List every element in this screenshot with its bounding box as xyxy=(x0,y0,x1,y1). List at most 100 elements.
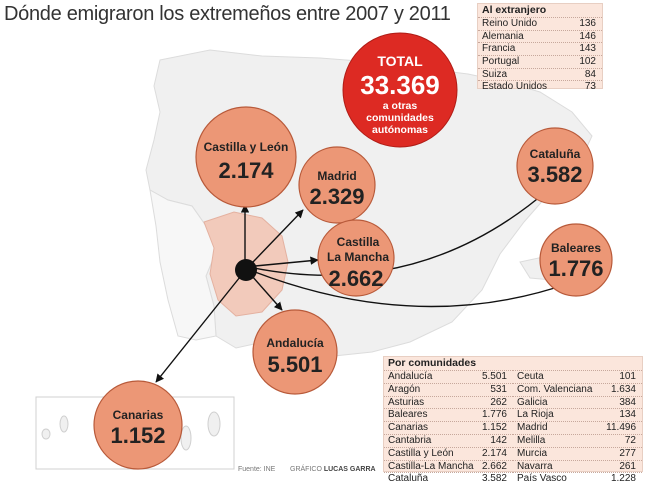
table-row: Castilla y León 2.174 xyxy=(384,446,513,460)
bubble-castilla-la-mancha: Castilla La Mancha 2.662 xyxy=(317,219,395,297)
row-name: Asturias xyxy=(388,396,425,408)
bubble-value: 1.152 xyxy=(110,423,165,448)
row-value: 134 xyxy=(619,409,636,421)
total-value: 33.369 xyxy=(360,70,440,100)
chart-title: Dónde emigraron los extremeños entre 200… xyxy=(4,3,451,25)
row-name: Galicia xyxy=(517,396,548,408)
table-row: Aragón 531 xyxy=(384,382,513,396)
table-row: Madrid 11.496 xyxy=(513,421,642,434)
row-value: 1.228 xyxy=(610,473,636,485)
total-bubble: TOTAL 33.369 a otras comunidades autónom… xyxy=(342,32,458,148)
bubble-baleares: Baleares 1.776 xyxy=(539,223,613,297)
extremadura-origin-dot xyxy=(235,259,257,281)
row-name: Reino Unido xyxy=(482,18,538,29)
bubble-label: Canarias xyxy=(113,408,164,422)
row-name: Portugal xyxy=(482,56,520,68)
total-note-line: comunidades xyxy=(366,112,434,124)
row-value: 1.634 xyxy=(610,383,636,395)
bubble-value: 3.582 xyxy=(527,162,582,187)
row-value: 2.174 xyxy=(481,447,507,459)
row-name: País Vasco xyxy=(517,473,567,485)
bubble-label: Castilla y León xyxy=(204,140,289,154)
bubble-value: 2.329 xyxy=(309,184,364,209)
row-value: 101 xyxy=(619,371,636,382)
table-row: Asturias 262 xyxy=(384,395,513,409)
row-value: 143 xyxy=(579,43,596,55)
row-value: 384 xyxy=(619,396,636,408)
table-row: Ceuta 101 xyxy=(513,370,642,383)
row-name: Cataluña xyxy=(388,473,429,485)
abroad-list: Reino Unido 136 Alemania 146 Francia 143 Portu… xyxy=(478,17,602,93)
total-note-line: a otras xyxy=(383,100,418,112)
row-name: Castilla y León xyxy=(388,447,454,459)
bubble-cataluna: Cataluña 3.582 xyxy=(516,127,594,205)
row-value: 72 xyxy=(624,434,636,446)
bubble-value: 1.776 xyxy=(548,256,603,281)
row-name: Francia xyxy=(482,43,516,55)
bubble-label: La Mancha xyxy=(327,250,389,264)
arrow-andalucia xyxy=(251,275,283,311)
abroad-panel: Al extranjero Reino Unido 136 Alemania 146 F… xyxy=(477,3,603,92)
bubble-label: Andalucía xyxy=(266,336,324,350)
table-row: Baleares 1.776 xyxy=(384,408,513,421)
table-row: Canarias 1.152 xyxy=(384,421,513,434)
row-value: 1.776 xyxy=(481,409,507,421)
row-name: Baleares xyxy=(388,409,428,421)
row-value: 277 xyxy=(619,447,636,459)
total-note-line: autónomas xyxy=(372,124,428,136)
arrow-baleares xyxy=(254,271,571,308)
table-row: Suiza 84 xyxy=(478,67,602,81)
row-name: Ceuta xyxy=(517,371,544,382)
row-value: 146 xyxy=(579,30,596,42)
row-value: 5.501 xyxy=(481,371,507,382)
row-value: 136 xyxy=(579,18,596,29)
portugal-landmass xyxy=(149,189,217,341)
credit-name: LUCAS GARRA xyxy=(323,466,376,473)
row-name: Melilla xyxy=(517,434,546,446)
migration-arrows xyxy=(155,189,571,383)
bubble-value: 5.501 xyxy=(267,352,322,377)
table-row: Melilla 72 xyxy=(513,433,642,447)
table-row: Francia 143 xyxy=(478,42,602,55)
bubble-value: 2.174 xyxy=(218,158,274,183)
bubble-value: 2.662 xyxy=(328,266,383,291)
row-name: Murcia xyxy=(517,447,548,459)
table-row: Andalucía 5.501 xyxy=(384,370,513,383)
table-row: Reino Unido 136 xyxy=(478,17,602,30)
abroad-panel-title: Al extranjero xyxy=(482,4,547,16)
row-value: 531 xyxy=(490,383,507,395)
regions-panel: Por comunidades Andalucía 5.501 Aragón 531 A… xyxy=(383,356,643,484)
bubble-label: Madrid xyxy=(317,169,356,183)
table-row: Alemania 146 xyxy=(478,29,602,43)
row-name: Navarra xyxy=(517,460,553,472)
table-row: La Rioja 134 xyxy=(513,408,642,421)
row-value: 11.496 xyxy=(606,422,636,434)
table-row: Cataluña 3.582 xyxy=(384,472,513,485)
arrow-cataluna xyxy=(253,189,549,276)
row-name: Aragón xyxy=(388,383,421,395)
row-name: Suiza xyxy=(482,68,508,80)
credit-prefix: GRÁFICO xyxy=(290,466,322,473)
table-row: Navarra 261 xyxy=(513,459,642,473)
graphic-credit: GRÁFICO LUCAS GARRA xyxy=(290,466,376,473)
bubble-canarias: Canarias 1.152 xyxy=(93,380,183,470)
row-name: Madrid xyxy=(517,422,548,434)
regions-right-column: Ceuta 101 Com. Valenciana 1.634 Galicia 384 La… xyxy=(513,370,642,485)
bubble-andalucia: Andalucía 5.501 xyxy=(252,309,338,395)
table-row: Estado Unidos 73 xyxy=(478,80,602,93)
bubble-castilla-leon: Castilla y León 2.174 xyxy=(195,106,297,208)
bubble-label: Castilla xyxy=(337,235,380,249)
table-row: Galicia 384 xyxy=(513,395,642,409)
table-row: Castilla-La Mancha 2.662 xyxy=(384,459,513,473)
bubble-madrid: Madrid 2.329 xyxy=(298,146,376,224)
total-label: TOTAL xyxy=(377,53,423,69)
row-name: Com. Valenciana xyxy=(517,383,593,395)
regions-left-column: Andalucía 5.501 Aragón 531 Asturias 262 Balear… xyxy=(384,370,513,485)
row-value: 1.152 xyxy=(481,422,507,434)
table-row: Murcia 277 xyxy=(513,446,642,460)
row-name: Andalucía xyxy=(388,371,433,382)
regions-panel-title: Por comunidades xyxy=(388,357,477,369)
row-name: La Rioja xyxy=(517,409,554,421)
row-name: Cantabria xyxy=(388,434,432,446)
